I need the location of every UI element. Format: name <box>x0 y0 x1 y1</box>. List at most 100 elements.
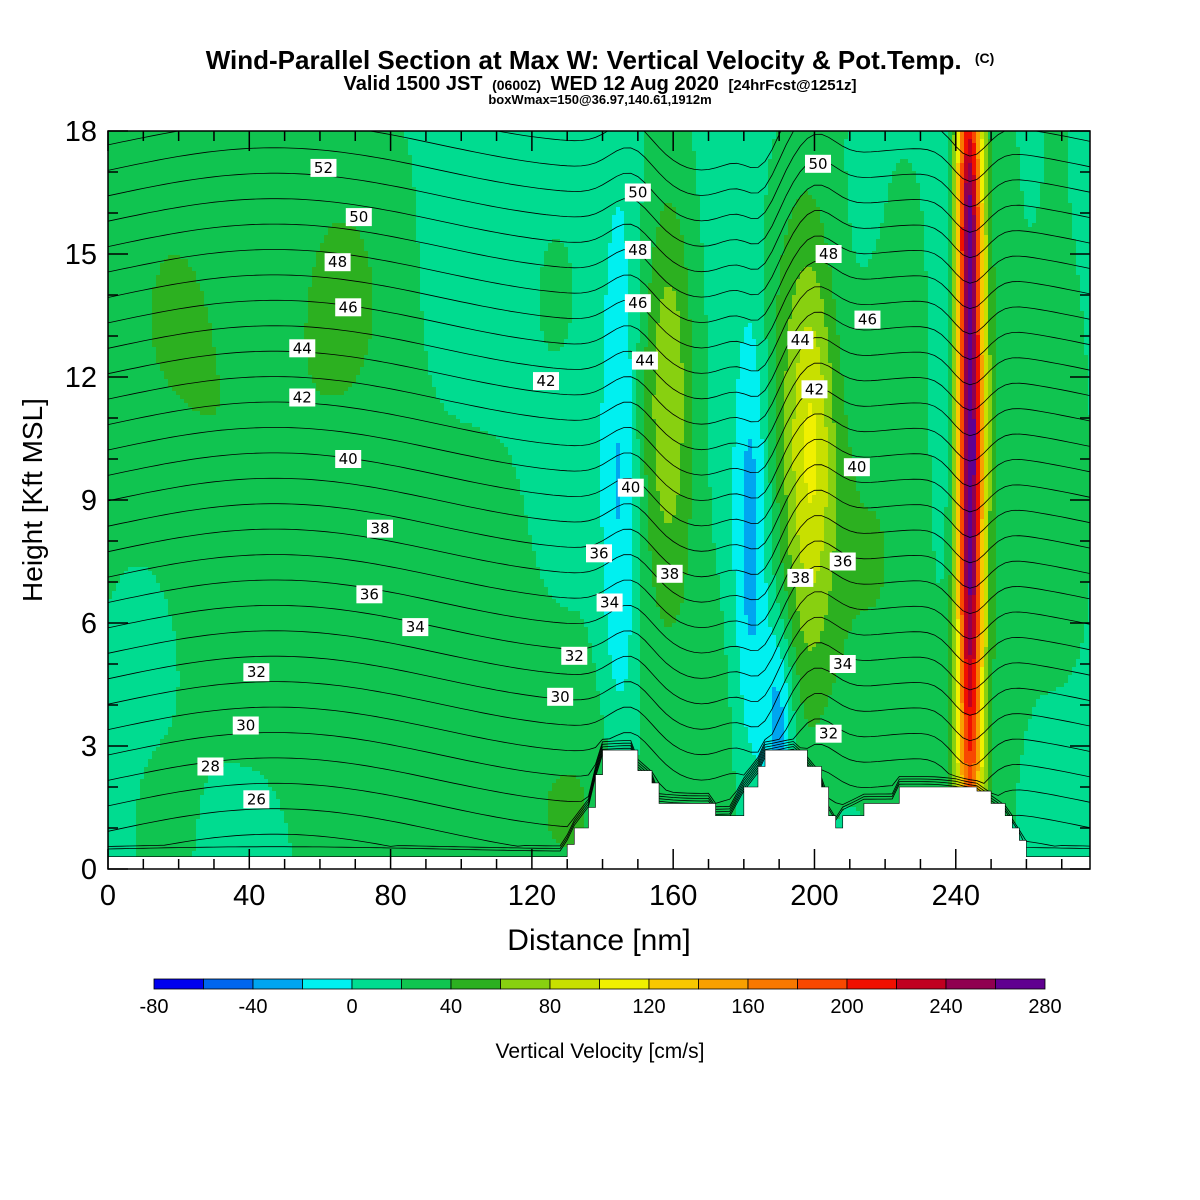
w-cell <box>624 143 629 148</box>
w-cell <box>1040 203 1045 208</box>
w-cell <box>692 179 697 184</box>
w-cell <box>224 203 229 208</box>
w-cell <box>332 199 337 204</box>
w-cell <box>512 163 517 168</box>
w-cell <box>348 187 353 192</box>
w-cell <box>992 167 997 172</box>
w-cell <box>132 155 137 160</box>
w-cell <box>172 187 177 192</box>
w-cell <box>344 167 349 172</box>
w-cell <box>700 151 705 156</box>
w-cell <box>444 187 449 192</box>
w-cell <box>688 203 693 208</box>
w-cell <box>120 147 125 152</box>
w-cell <box>888 139 893 144</box>
w-cell <box>508 199 513 204</box>
w-cell <box>220 131 225 136</box>
w-cell <box>980 199 985 204</box>
w-cell <box>872 191 877 196</box>
w-cell <box>664 135 669 140</box>
w-cell <box>456 175 461 180</box>
w-cell <box>400 183 405 188</box>
w-cell <box>120 131 125 136</box>
w-cell <box>796 135 801 140</box>
w-cell <box>832 151 837 156</box>
w-cell <box>752 195 757 200</box>
w-cell <box>368 143 373 148</box>
w-cell <box>984 187 989 192</box>
w-cell <box>500 183 505 188</box>
w-cell <box>132 203 137 208</box>
w-cell <box>964 187 969 192</box>
w-cell <box>192 167 197 172</box>
w-cell <box>488 155 493 160</box>
w-cell <box>264 187 269 192</box>
w-cell <box>616 207 621 212</box>
w-cell <box>180 147 185 152</box>
w-cell <box>288 179 293 184</box>
w-cell <box>460 183 465 188</box>
w-cell <box>636 207 641 212</box>
w-cell <box>516 195 521 200</box>
w-cell <box>404 131 409 136</box>
w-cell <box>220 163 225 168</box>
w-cell <box>188 135 193 140</box>
w-cell <box>472 143 477 148</box>
w-cell <box>584 151 589 156</box>
w-cell <box>244 163 249 168</box>
w-cell <box>988 163 993 168</box>
w-cell <box>724 199 729 204</box>
w-cell <box>704 187 709 192</box>
w-cell <box>180 203 185 208</box>
w-cell <box>828 131 833 136</box>
w-cell <box>732 183 737 188</box>
w-cell <box>672 147 677 152</box>
w-cell <box>688 171 693 176</box>
w-cell <box>1000 159 1005 164</box>
w-cell <box>428 135 433 140</box>
w-cell <box>556 167 561 172</box>
w-cell <box>216 135 221 140</box>
w-cell <box>584 167 589 172</box>
w-cell <box>244 199 249 204</box>
w-cell <box>884 191 889 196</box>
w-cell <box>604 131 609 136</box>
w-cell <box>756 203 761 208</box>
w-cell <box>164 143 169 148</box>
w-cell <box>432 175 437 180</box>
w-cell <box>196 179 201 184</box>
w-cell <box>816 147 821 152</box>
w-cell <box>124 151 129 156</box>
w-cell <box>488 131 493 136</box>
w-cell <box>1000 139 1005 144</box>
w-cell <box>952 195 957 200</box>
w-cell <box>700 171 705 176</box>
w-cell <box>828 139 833 144</box>
w-cell <box>744 199 749 204</box>
w-cell <box>936 143 941 148</box>
w-cell <box>900 195 905 200</box>
w-cell <box>404 179 409 184</box>
w-cell <box>336 151 341 156</box>
w-cell <box>968 143 973 148</box>
w-cell <box>1056 195 1061 200</box>
w-cell <box>424 167 429 172</box>
w-cell <box>452 199 457 204</box>
w-cell <box>568 155 573 160</box>
w-cell <box>520 203 525 208</box>
w-cell <box>764 139 769 144</box>
w-cell <box>772 163 777 168</box>
w-cell <box>300 191 305 196</box>
w-cell <box>308 143 313 148</box>
w-cell <box>508 139 513 144</box>
w-cell <box>368 195 373 200</box>
w-cell <box>480 191 485 196</box>
w-cell <box>244 135 249 140</box>
w-cell <box>952 187 957 192</box>
w-cell <box>224 179 229 184</box>
w-cell <box>616 151 621 156</box>
w-cell <box>232 199 237 204</box>
w-cell <box>200 203 205 208</box>
w-cell <box>924 179 929 184</box>
w-cell <box>752 179 757 184</box>
